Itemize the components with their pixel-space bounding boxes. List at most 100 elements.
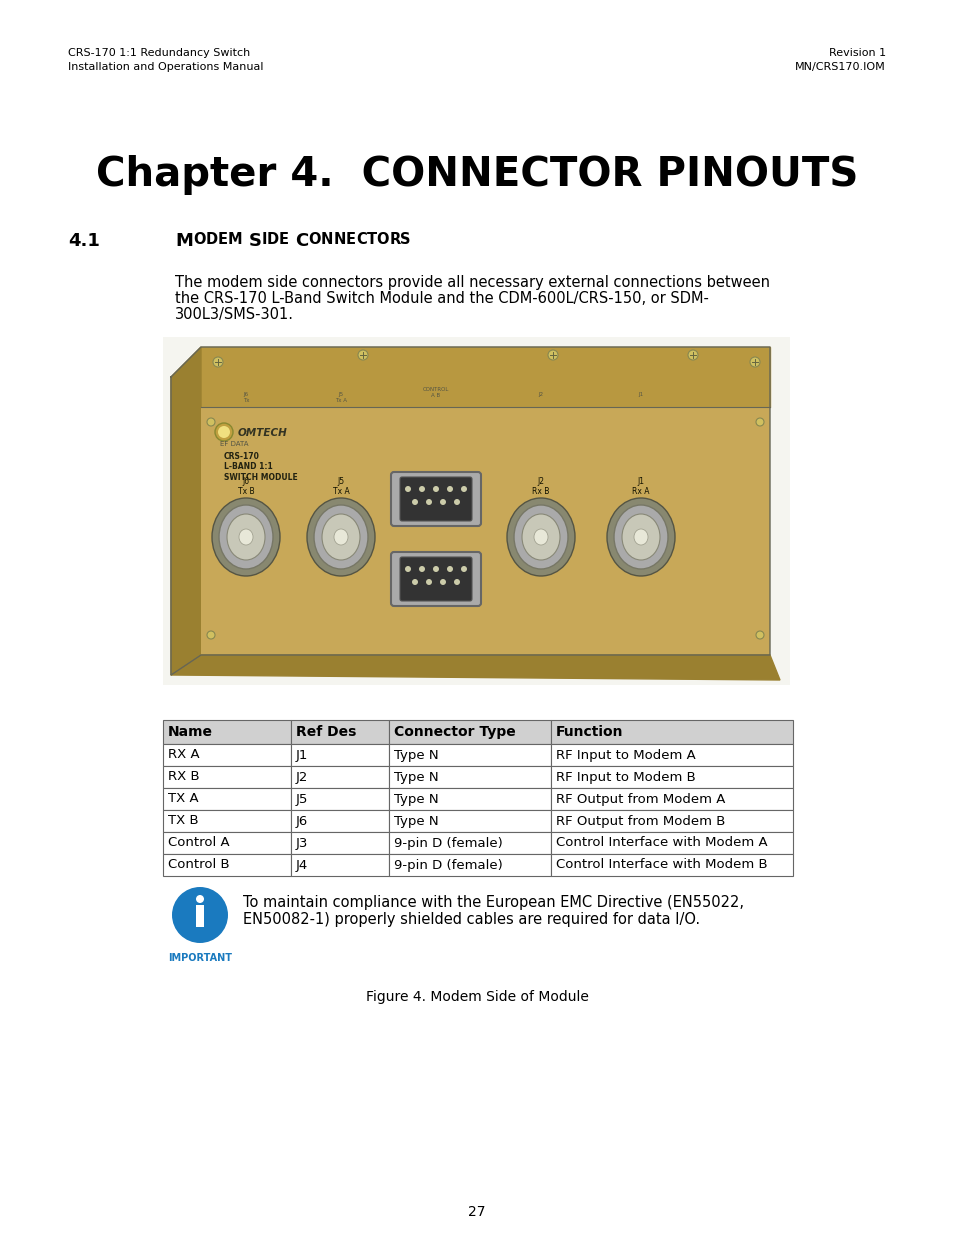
Circle shape	[405, 566, 411, 572]
Bar	[389, 853, 551, 876]
Text: S: S	[248, 232, 261, 249]
Text: n: n	[242, 232, 253, 247]
Text: D: D	[205, 232, 217, 247]
Circle shape	[447, 487, 453, 492]
Circle shape	[447, 566, 453, 572]
Text: To maintain compliance with the European EMC Directive (EN55022,: To maintain compliance with the European…	[243, 895, 743, 910]
Text: 4.1: 4.1	[68, 232, 100, 249]
Bar	[551, 832, 792, 853]
Text: Chapter 4.  CONNECTOR PINOUTS: Chapter 4. CONNECTOR PINOUTS	[95, 156, 858, 195]
Text: O: O	[308, 232, 321, 247]
Text: RX A: RX A	[168, 748, 199, 762]
Ellipse shape	[227, 514, 265, 559]
Text: 300L3/SMS-301.: 300L3/SMS-301.	[174, 308, 294, 322]
Bar	[163, 832, 291, 853]
Circle shape	[426, 579, 432, 585]
Bar	[551, 766, 792, 788]
Ellipse shape	[314, 505, 368, 569]
Polygon shape	[171, 347, 201, 676]
Polygon shape	[171, 655, 780, 680]
Circle shape	[207, 417, 214, 426]
Circle shape	[460, 566, 467, 572]
Ellipse shape	[621, 514, 659, 559]
Circle shape	[213, 357, 223, 367]
FancyBboxPatch shape	[391, 552, 480, 606]
Text: The modem side connectors provide all necessary external connections between: The modem side connectors provide all ne…	[174, 275, 769, 290]
Bar	[291, 788, 389, 810]
Text: the CRS-170 L-Band Switch Module and the CDM-600L/CRS-150, or SDM-: the CRS-170 L-Band Switch Module and the…	[174, 291, 708, 306]
Text: S: S	[400, 232, 411, 247]
Text: 9-pin D (female): 9-pin D (female)	[394, 858, 502, 872]
Ellipse shape	[521, 514, 559, 559]
Bar	[291, 720, 389, 743]
Text: T: T	[366, 232, 376, 247]
Text: J5
Tx A: J5 Tx A	[335, 391, 347, 403]
Ellipse shape	[322, 514, 359, 559]
Bar	[163, 853, 291, 876]
Text: N: N	[334, 232, 346, 247]
Ellipse shape	[506, 498, 575, 576]
Text: Type N: Type N	[394, 771, 438, 783]
Bar	[163, 720, 291, 743]
Text: Control B: Control B	[168, 858, 230, 872]
Bar	[551, 788, 792, 810]
Text: Ref Des: Ref Des	[295, 725, 356, 739]
Circle shape	[454, 579, 459, 585]
Bar	[389, 720, 551, 743]
Text: EN50082-1) properly shielded cables are required for data I/O.: EN50082-1) properly shielded cables are …	[243, 911, 700, 927]
Text: CRS-170
L-BAND 1:1
SWITCH MODULE: CRS-170 L-BAND 1:1 SWITCH MODULE	[224, 452, 297, 482]
Circle shape	[418, 566, 424, 572]
Text: IMPORTANT: IMPORTANT	[168, 953, 232, 963]
Text: RX B: RX B	[168, 771, 199, 783]
Text: Control Interface with Modem B: Control Interface with Modem B	[556, 858, 767, 872]
Circle shape	[357, 350, 368, 359]
Text: J4: J4	[295, 858, 308, 872]
Text: E: E	[279, 232, 289, 247]
Circle shape	[426, 499, 432, 505]
Text: Control Interface with Modem A: Control Interface with Modem A	[556, 836, 767, 850]
Text: J1: J1	[295, 748, 308, 762]
Circle shape	[172, 887, 228, 944]
Text: R: R	[389, 232, 400, 247]
Text: J6
Tx: J6 Tx	[242, 391, 249, 403]
Text: D: D	[267, 232, 279, 247]
Ellipse shape	[514, 505, 567, 569]
Text: J6: J6	[295, 815, 308, 827]
Bar	[389, 832, 551, 853]
Bar	[389, 766, 551, 788]
Text: OMTECH: OMTECH	[237, 429, 288, 438]
Ellipse shape	[239, 529, 253, 545]
Text: J1: J1	[638, 391, 643, 396]
Bar	[389, 788, 551, 810]
Circle shape	[207, 631, 214, 638]
Text: 9-pin D (female): 9-pin D (female)	[394, 836, 502, 850]
Circle shape	[214, 424, 233, 441]
Text: E: E	[217, 232, 227, 247]
Bar	[291, 810, 389, 832]
Text: C: C	[355, 232, 366, 247]
Text: J3: J3	[295, 836, 308, 850]
Bar	[163, 766, 291, 788]
Bar	[551, 810, 792, 832]
Bar	[163, 337, 789, 685]
Bar	[163, 743, 291, 766]
Circle shape	[755, 417, 763, 426]
Text: J1
Rx A: J1 Rx A	[632, 477, 649, 496]
Bar	[389, 810, 551, 832]
Text: Connector Type: Connector Type	[394, 725, 516, 739]
Text: E: E	[346, 232, 355, 247]
Circle shape	[749, 357, 760, 367]
Circle shape	[439, 579, 446, 585]
Ellipse shape	[212, 498, 280, 576]
Bar	[291, 743, 389, 766]
Bar	[163, 810, 291, 832]
Text: n: n	[289, 232, 299, 247]
Text: Type N: Type N	[394, 748, 438, 762]
Text: TX A: TX A	[168, 793, 198, 805]
Circle shape	[418, 487, 424, 492]
Bar	[291, 766, 389, 788]
Ellipse shape	[614, 505, 667, 569]
FancyBboxPatch shape	[399, 557, 472, 601]
Text: RF Output from Modem B: RF Output from Modem B	[556, 815, 724, 827]
Circle shape	[195, 895, 204, 903]
